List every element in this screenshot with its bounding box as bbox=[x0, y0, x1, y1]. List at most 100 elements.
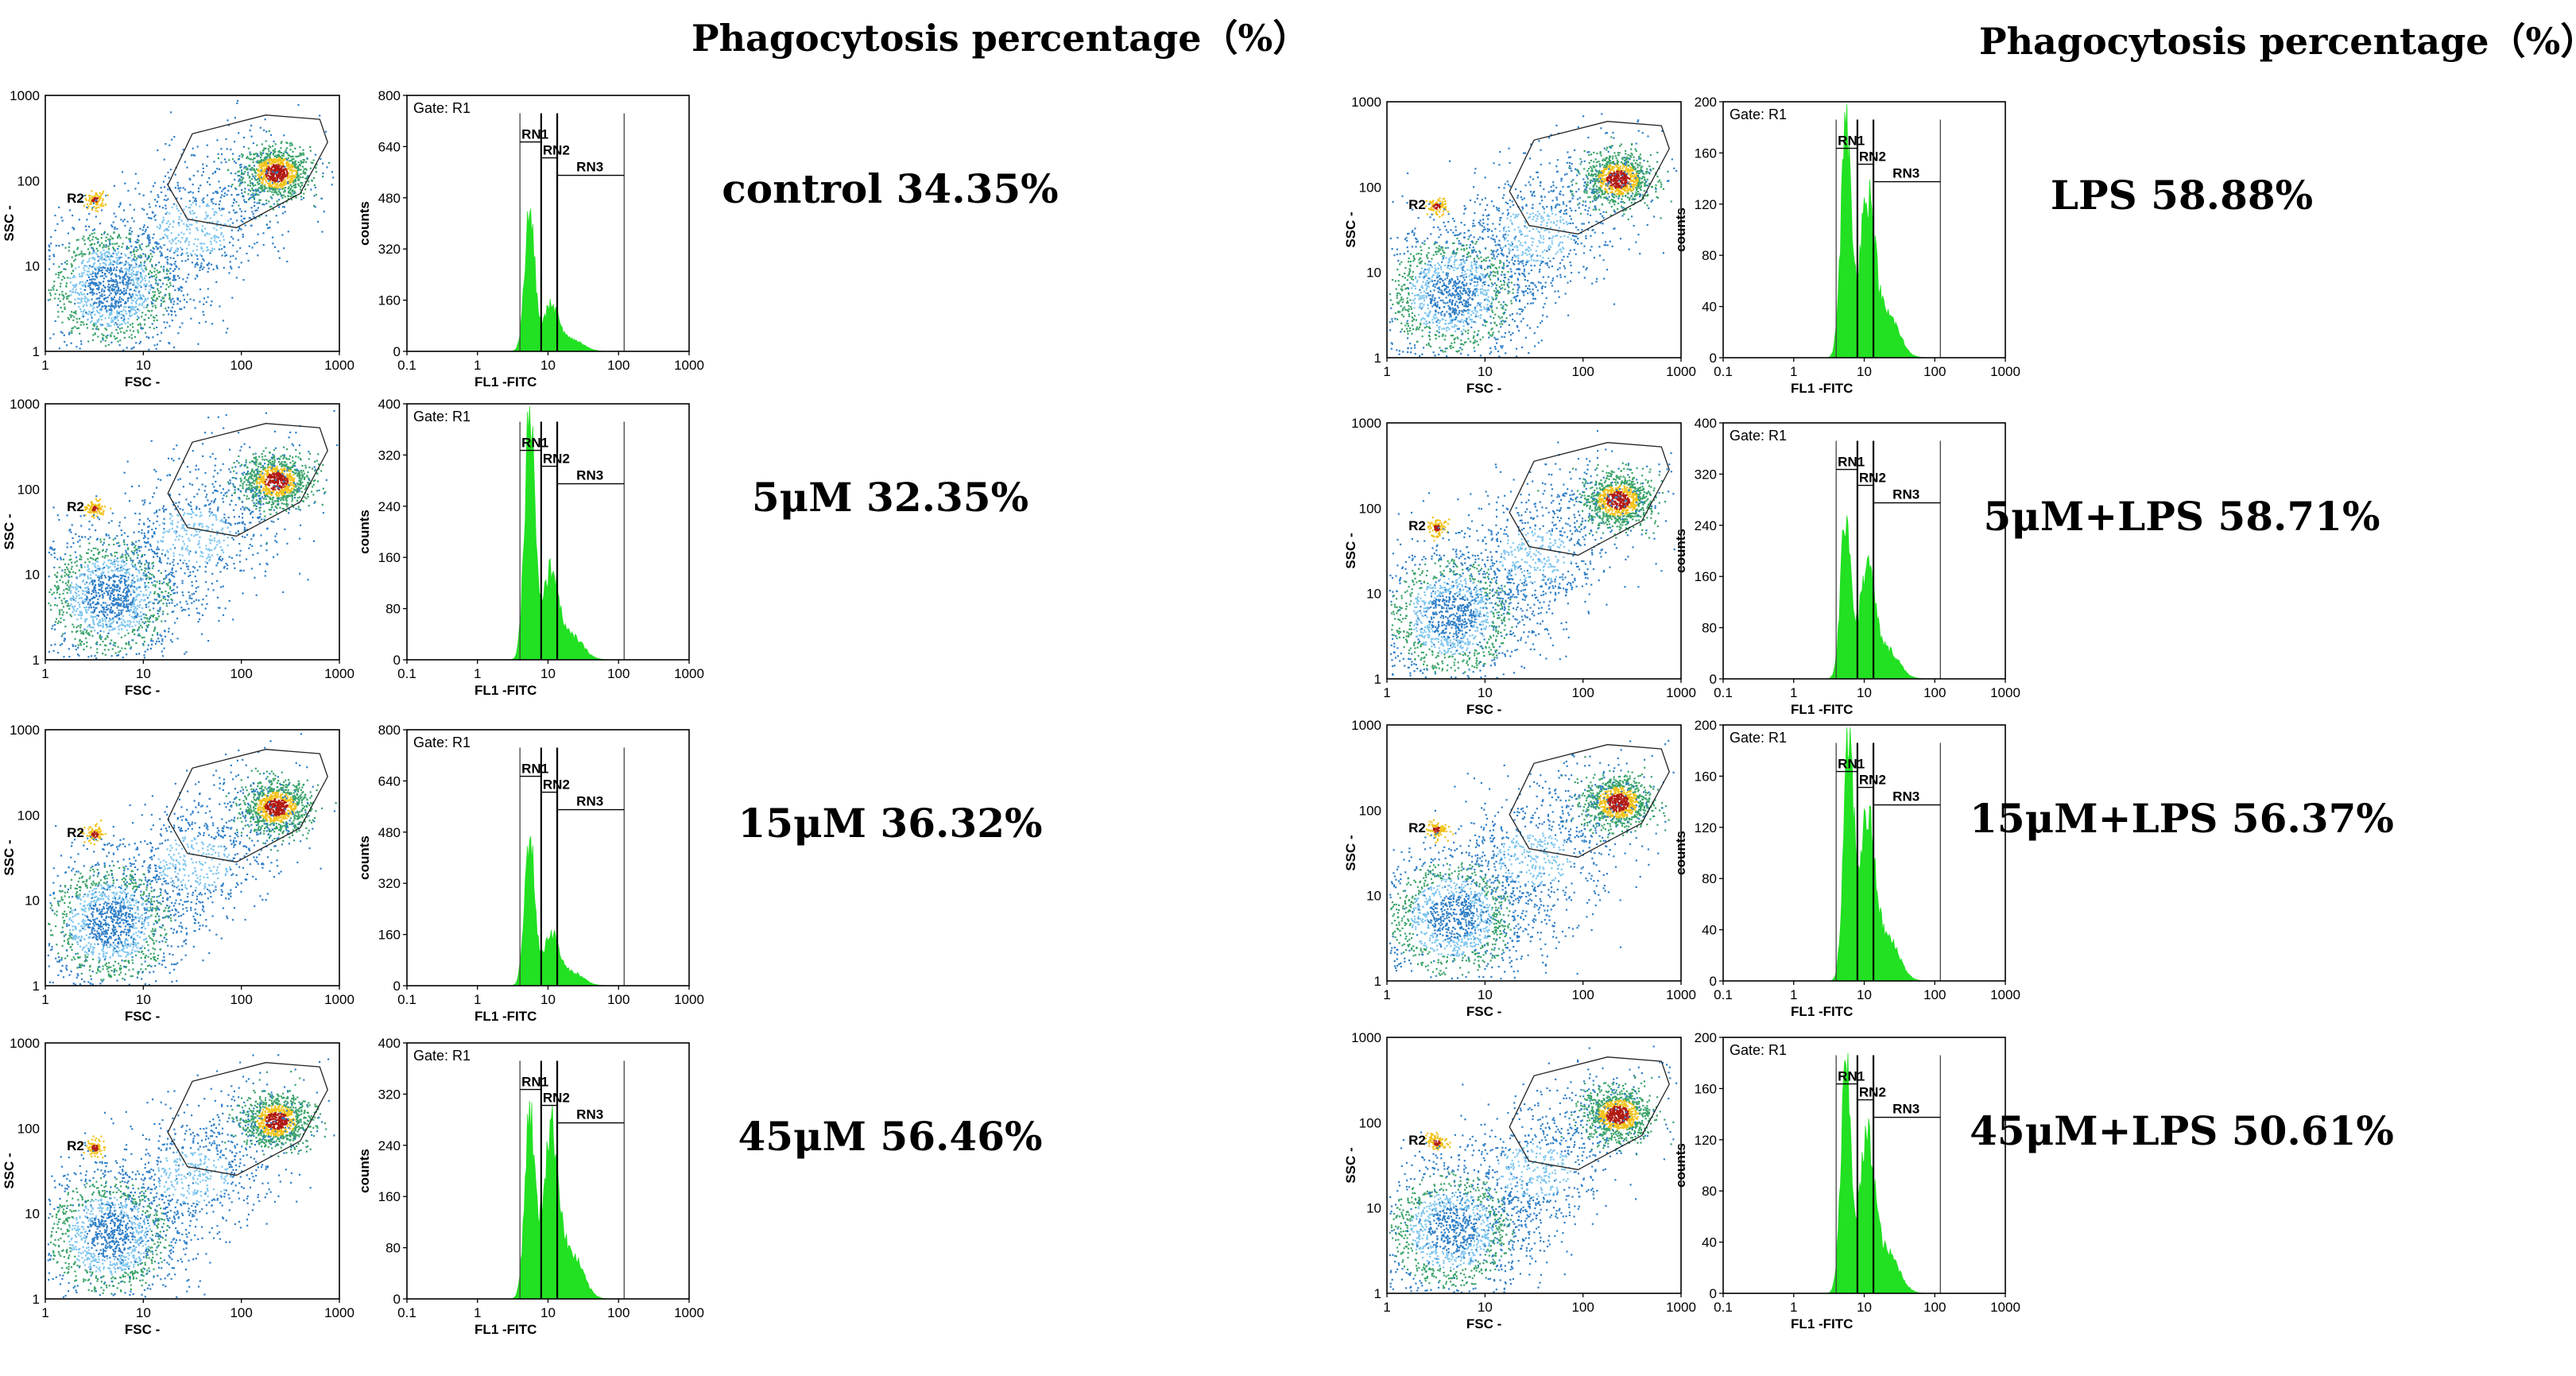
marker-rn1-label: RN1 bbox=[1838, 455, 1865, 470]
scatter-y-tick: 10 bbox=[25, 259, 40, 274]
marker-rn2-label: RN2 bbox=[543, 777, 570, 793]
hist-x-tick: 100 bbox=[607, 666, 629, 681]
phagocytosis-label: 5μM 32.35% bbox=[752, 474, 1028, 521]
hist-y-tick: 120 bbox=[1695, 1133, 1717, 1148]
scatter-points bbox=[47, 1054, 335, 1298]
hist-x-tick: 10 bbox=[540, 992, 556, 1007]
scatter-y-tick: 10 bbox=[25, 568, 40, 583]
marker-rn1-label: RN1 bbox=[521, 762, 548, 777]
hist-x-tick: 1000 bbox=[674, 666, 704, 681]
scatter-x-label: FSC - bbox=[125, 1009, 160, 1024]
scatter-x-tick: 100 bbox=[230, 992, 252, 1007]
scatter-points bbox=[1389, 1045, 1678, 1293]
gate-r2-label: R2 bbox=[1408, 820, 1426, 835]
marker-rn3-label: RN3 bbox=[576, 160, 603, 175]
scatter-x-tick: 1 bbox=[41, 666, 48, 681]
hist-x-tick: 100 bbox=[607, 1305, 629, 1320]
scatter-y-tick: 1000 bbox=[10, 88, 40, 103]
hist-x-tick: 100 bbox=[607, 358, 629, 373]
hist-y-tick: 80 bbox=[1702, 1184, 1717, 1199]
scatter-y-tick: 1 bbox=[1374, 672, 1381, 687]
marker-rn1-label: RN1 bbox=[521, 127, 548, 142]
scatter-y-tick: 1 bbox=[33, 344, 40, 359]
phagocytosis-label: control 34.35% bbox=[722, 165, 1058, 212]
gate-r2-label: R2 bbox=[1408, 1133, 1426, 1148]
hist-y-tick: 200 bbox=[1695, 1030, 1717, 1045]
hist-y-tick: 480 bbox=[378, 191, 401, 206]
scatter-x-tick: 10 bbox=[136, 358, 151, 373]
hist-x-tick: 0.1 bbox=[397, 992, 416, 1007]
scatter-y-tick: 100 bbox=[1359, 501, 1381, 516]
scatter-y-tick: 1 bbox=[1374, 974, 1381, 989]
hist-x-tick: 0.1 bbox=[1714, 685, 1733, 700]
hist-y-tick: 160 bbox=[378, 928, 401, 943]
scatter-y-label: SSC - bbox=[1343, 1147, 1358, 1183]
scatter-x-tick: 1000 bbox=[1666, 987, 1696, 1002]
scatter-y-tick: 1 bbox=[1374, 351, 1381, 366]
scatter-plot: R2 11 10 10 100 100 1000 1000 FSC - SSC - bbox=[2, 723, 354, 1024]
scatter-x-tick: 1 bbox=[1383, 987, 1390, 1002]
gate-r1-polygon bbox=[1509, 744, 1670, 859]
hist-x-tick: 1000 bbox=[1990, 1300, 2020, 1315]
scatter-y-label: SSC - bbox=[1343, 211, 1358, 247]
hist-x-tick: 100 bbox=[607, 992, 629, 1007]
hist-x-tick: 10 bbox=[1857, 364, 1872, 379]
scatter-x-tick: 100 bbox=[230, 666, 252, 681]
scatter-points bbox=[47, 99, 335, 351]
scatter-y-label: SSC - bbox=[1343, 533, 1358, 568]
hist-x-label: FL1 -FITC bbox=[475, 1009, 537, 1024]
hist-x-label: FL1 -FITC bbox=[1791, 1004, 1853, 1019]
scatter-plot: R2 11 10 10 100 100 1000 1000 FSC - SSC - bbox=[1343, 416, 1696, 717]
marker-rn3-label: RN3 bbox=[576, 794, 603, 809]
hist-x-tick: 100 bbox=[1923, 685, 1946, 700]
hist-y-tick: 0 bbox=[393, 1292, 401, 1307]
hist-x-tick: 0.1 bbox=[1714, 1300, 1733, 1315]
scatter-x-tick: 10 bbox=[1478, 685, 1493, 700]
hist-x-label: FL1 -FITC bbox=[475, 1322, 537, 1337]
marker-rn2-label: RN2 bbox=[1859, 1085, 1886, 1100]
scatter-y-label: SSC - bbox=[2, 205, 17, 241]
hist-x-tick: 1000 bbox=[1990, 685, 2020, 700]
scatter-y-tick: 100 bbox=[17, 482, 40, 497]
hist-x-tick: 0.1 bbox=[397, 1305, 416, 1320]
marker-rn1-label: RN1 bbox=[521, 436, 548, 451]
scatter-y-tick: 10 bbox=[25, 1207, 40, 1222]
hist-y-label: counts bbox=[1673, 529, 1688, 573]
marker-rn3-label: RN3 bbox=[576, 1107, 603, 1122]
hist-y-tick: 320 bbox=[378, 448, 401, 463]
gate-r2-label: R2 bbox=[67, 1138, 84, 1153]
hist-x-tick: 100 bbox=[1923, 1300, 1946, 1315]
scatter-frame bbox=[45, 729, 340, 986]
scatter-y-tick: 1 bbox=[33, 979, 40, 994]
scatter-y-label: SSC - bbox=[2, 839, 17, 875]
scatter-x-label: FSC - bbox=[1466, 702, 1501, 717]
phagocytosis-label: 15μM+LPS 56.37% bbox=[1970, 795, 2394, 842]
hist-x-tick: 0.1 bbox=[397, 358, 416, 373]
hist-y-tick: 80 bbox=[385, 1241, 401, 1256]
scatter-x-tick: 10 bbox=[1478, 364, 1493, 379]
hist-y-tick: 160 bbox=[1695, 769, 1717, 784]
phagocytosis-label: 5μM+LPS 58.71% bbox=[1984, 493, 2380, 540]
scatter-y-tick: 1000 bbox=[10, 397, 40, 412]
marker-rn2-label: RN2 bbox=[543, 452, 570, 467]
histogram-gate-text: Gate: R1 bbox=[413, 735, 471, 750]
scatter-points bbox=[47, 733, 337, 986]
hist-x-tick: 1000 bbox=[1990, 987, 2020, 1002]
scatter-x-tick: 10 bbox=[1478, 987, 1493, 1002]
scatter-y-tick: 1 bbox=[1374, 1286, 1381, 1301]
histogram-gate-text: Gate: R1 bbox=[413, 100, 471, 116]
hist-x-tick: 1 bbox=[474, 358, 481, 373]
hist-y-tick: 120 bbox=[1695, 197, 1717, 212]
scatter-x-tick: 100 bbox=[1571, 987, 1594, 1002]
header-left: Phagocytosis percentage（%） bbox=[691, 17, 1309, 60]
scatter-points bbox=[1389, 739, 1675, 980]
scatter-x-tick: 100 bbox=[1571, 685, 1594, 700]
hist-y-tick: 800 bbox=[378, 88, 401, 103]
